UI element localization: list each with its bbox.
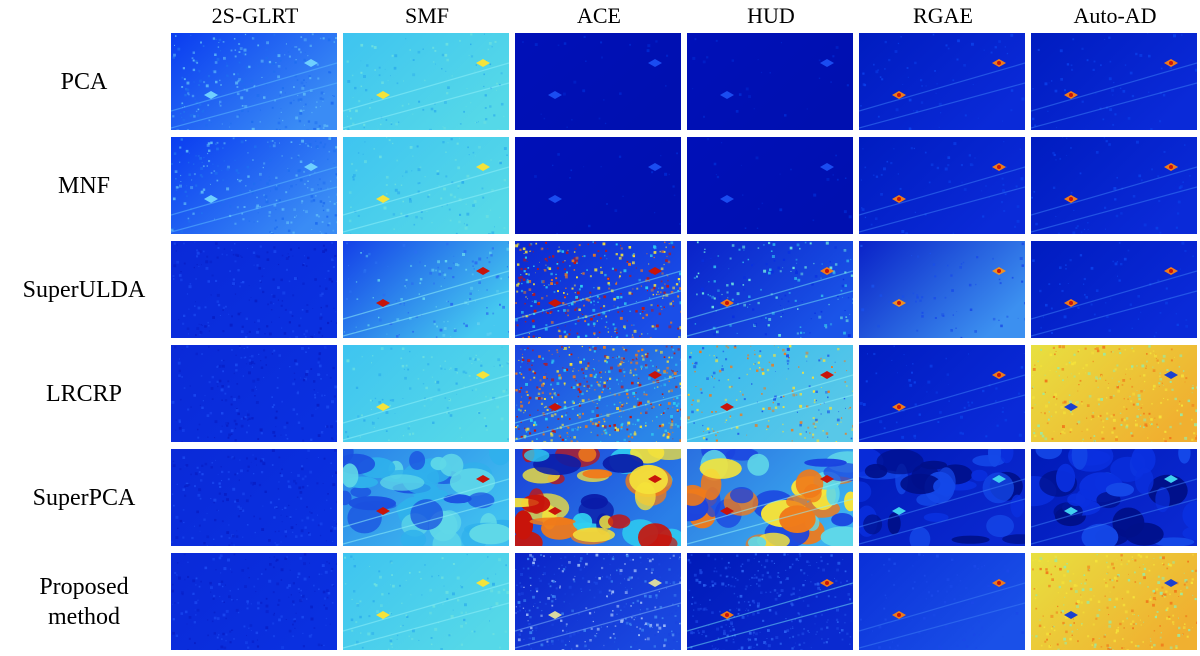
- detection-map: [687, 137, 853, 234]
- detection-map: [1031, 241, 1197, 338]
- detection-map: [171, 345, 337, 442]
- row-label: Proposed method: [39, 573, 129, 630]
- detection-map: [1031, 449, 1197, 546]
- detection-map: [515, 33, 681, 130]
- detection-map: [343, 449, 509, 546]
- row-label: SuperULDA: [22, 276, 146, 303]
- detection-map: [859, 137, 1025, 234]
- detection-map: [1031, 345, 1197, 442]
- row-label: LRCRP: [45, 380, 123, 407]
- detection-map: [687, 241, 853, 338]
- column-header: 2S-GLRT: [211, 3, 299, 28]
- column-header: ACE: [577, 3, 621, 28]
- detection-map: [515, 553, 681, 650]
- detection-map: [687, 345, 853, 442]
- detection-map: [515, 137, 681, 234]
- detection-map: [515, 449, 681, 546]
- column-header: SMF: [404, 3, 450, 28]
- detection-map: [687, 33, 853, 130]
- detection-map: [859, 553, 1025, 650]
- detection-map: [343, 553, 509, 650]
- detection-map: [171, 241, 337, 338]
- column-header: Auto-AD: [1073, 3, 1157, 28]
- detection-map: [687, 553, 853, 650]
- detection-map: [1031, 553, 1197, 650]
- detection-map: [343, 241, 509, 338]
- detection-map: [171, 137, 337, 234]
- detection-map: [687, 449, 853, 546]
- detection-map: [343, 345, 509, 442]
- detection-map: [859, 241, 1025, 338]
- detection-map: [515, 345, 681, 442]
- detection-map: [515, 241, 681, 338]
- detection-map: [343, 137, 509, 234]
- detection-map: [171, 449, 337, 546]
- column-header: HUD: [747, 3, 795, 28]
- detection-map: [859, 449, 1025, 546]
- detection-map: [859, 33, 1025, 130]
- column-header: RGAE: [913, 3, 973, 28]
- row-label: SuperPCA: [32, 484, 136, 511]
- detection-map: [1031, 137, 1197, 234]
- row-label: PCA: [60, 68, 108, 95]
- detection-map: [859, 345, 1025, 442]
- row-label: MNF: [57, 172, 111, 199]
- detection-map: [1031, 33, 1197, 130]
- detection-map: [171, 553, 337, 650]
- detection-map: [171, 33, 337, 130]
- detection-map: [343, 33, 509, 130]
